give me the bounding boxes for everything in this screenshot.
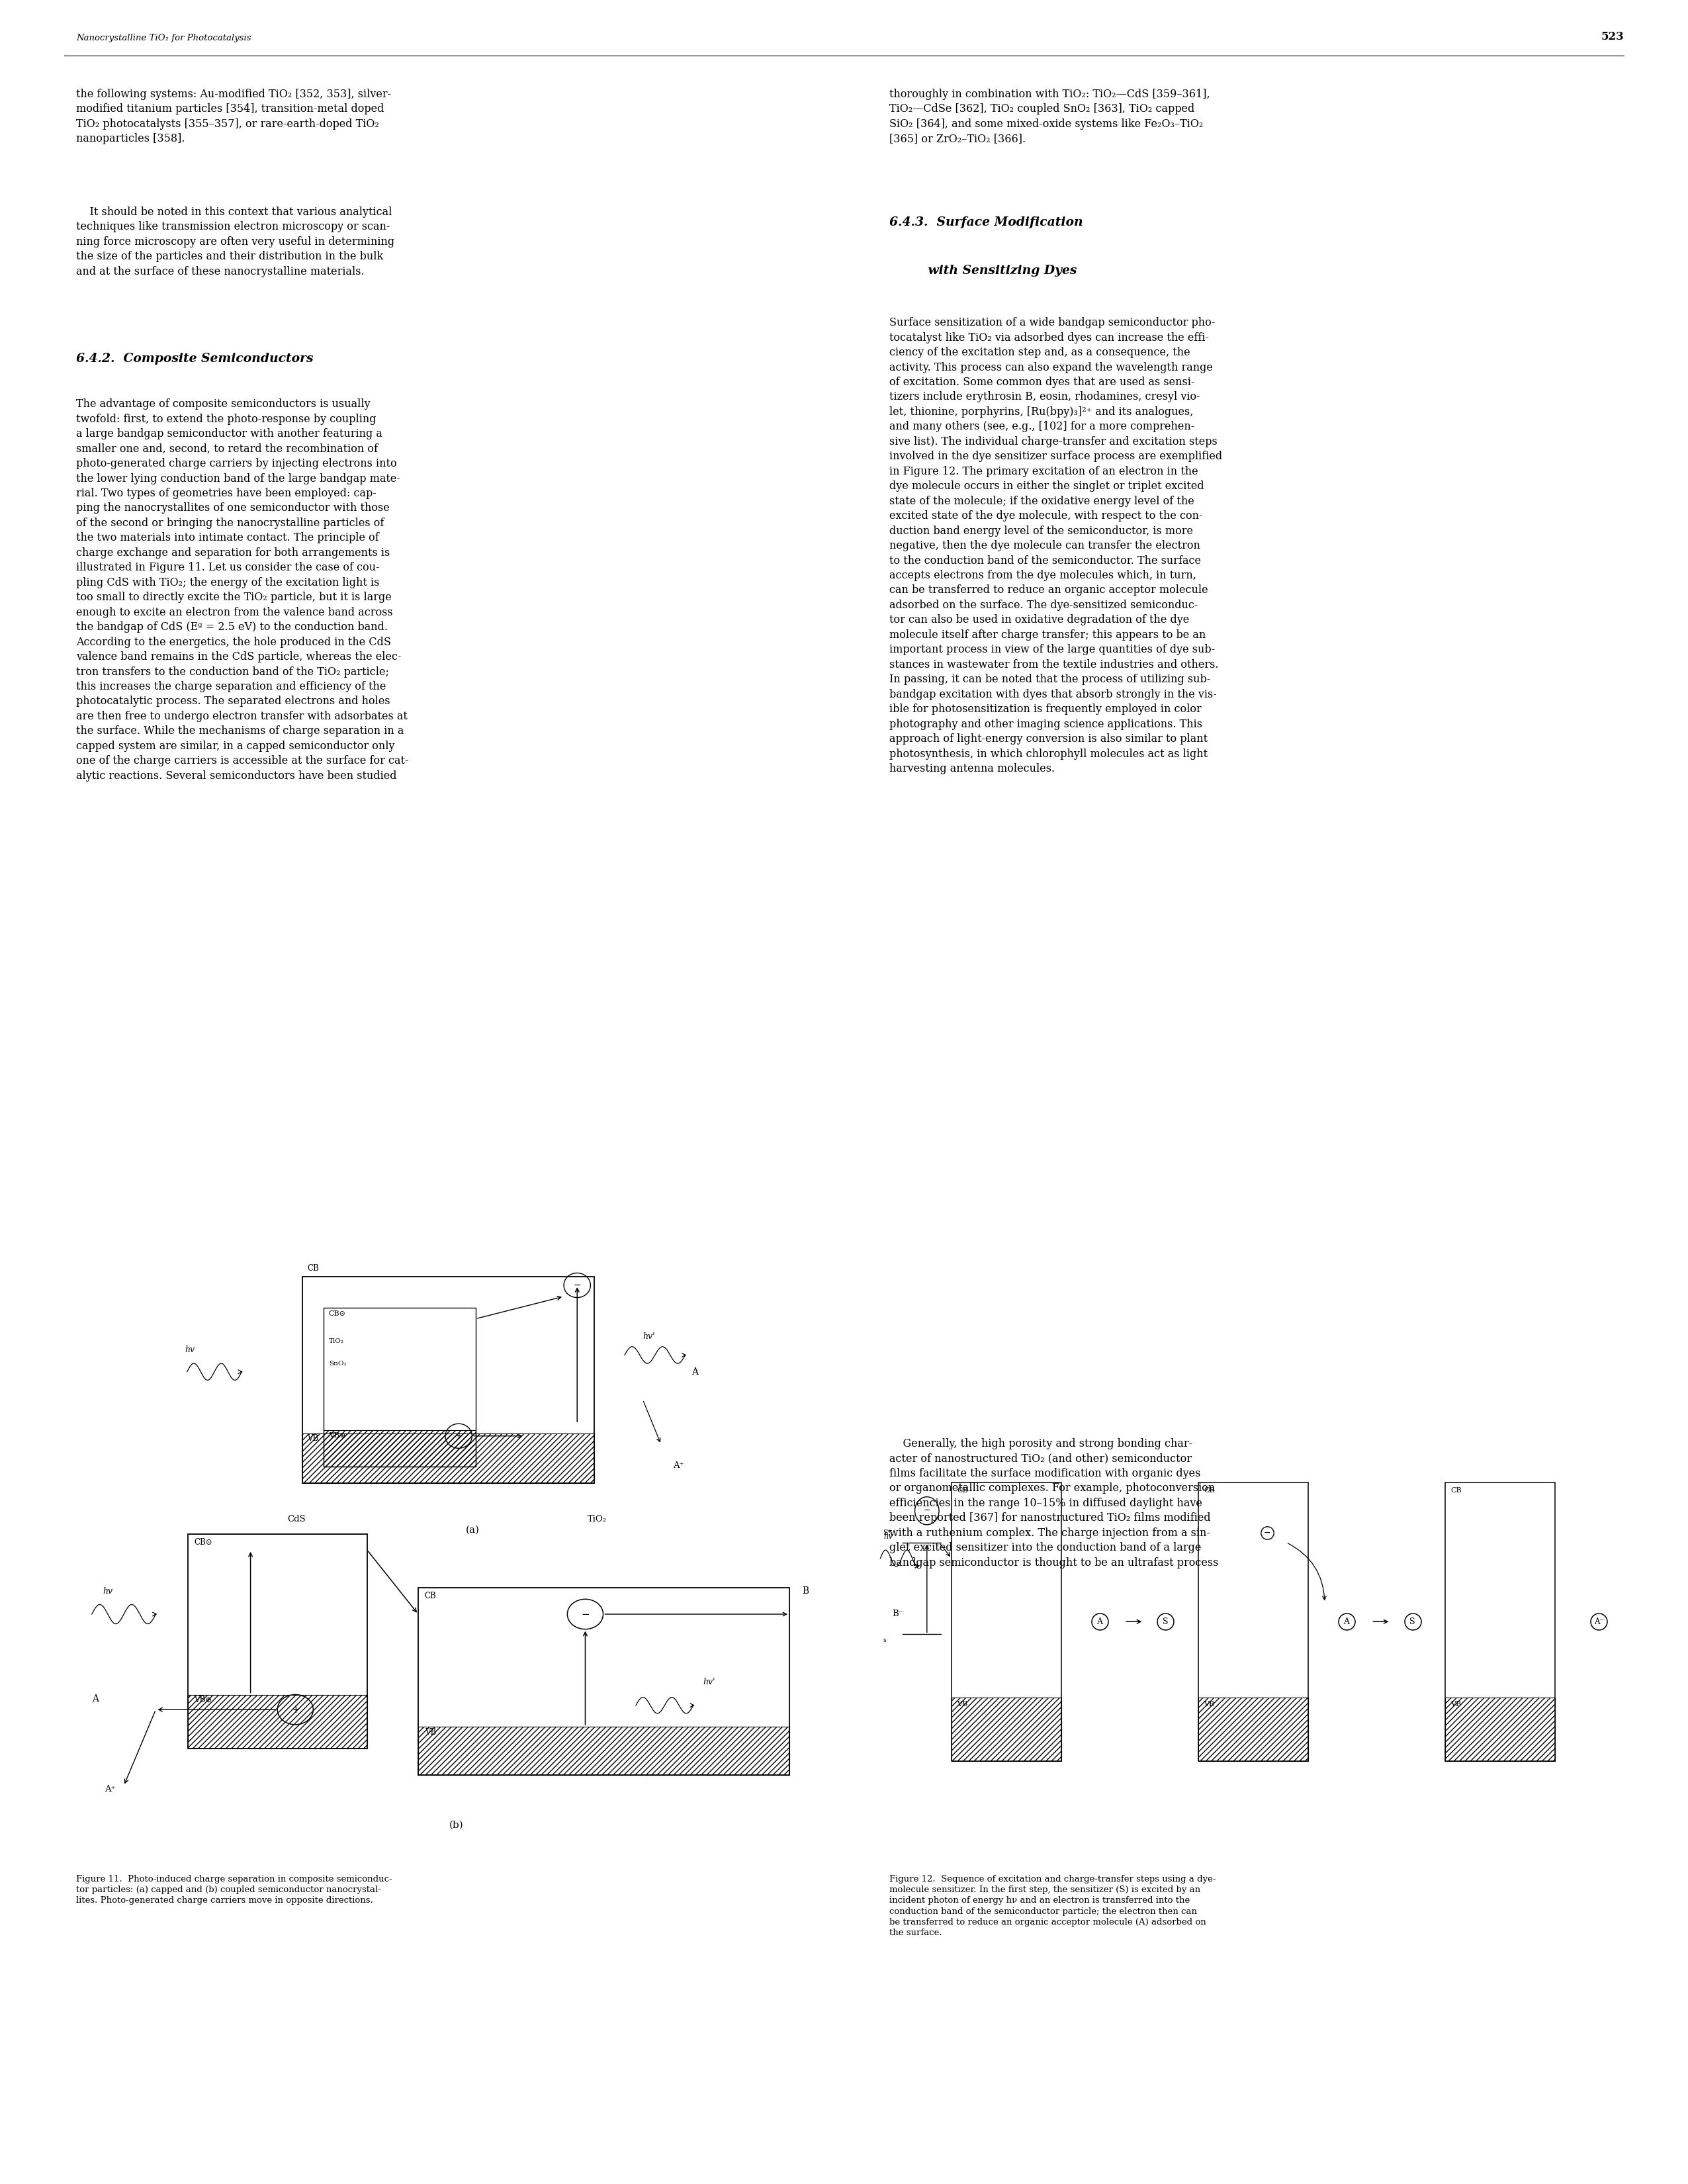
Text: Nanocrystalline TiO₂ for Photocatalysis: Nanocrystalline TiO₂ for Photocatalysis: [76, 35, 252, 41]
Text: hv: hv: [186, 1345, 196, 1354]
Bar: [302, 1433, 594, 1483]
Text: VB: VB: [1204, 1701, 1215, 1708]
Text: CB⊙: CB⊙: [194, 1538, 213, 1546]
Bar: [187, 1695, 366, 1747]
Text: hv': hv': [643, 1332, 655, 1341]
Text: 6.4.3.  Surface Modification: 6.4.3. Surface Modification: [890, 216, 1084, 229]
Text: VB: VB: [307, 1435, 319, 1444]
Text: CB: CB: [307, 1265, 319, 1273]
Text: Figure 11.  Photo-induced charge separation in composite semiconduc-
tor particl: Figure 11. Photo-induced charge separati…: [76, 1874, 392, 1904]
Text: A: A: [692, 1367, 699, 1376]
Text: hv: hv: [103, 1588, 113, 1594]
Text: It should be noted in this context that various analytical
techniques like trans: It should be noted in this context that …: [76, 207, 395, 277]
Text: −: −: [1264, 1529, 1271, 1538]
Text: S: S: [1163, 1618, 1168, 1625]
Bar: [187, 1533, 366, 1747]
Text: s: s: [883, 1638, 886, 1645]
Text: A⁻: A⁻: [1593, 1618, 1604, 1625]
Text: Surface sensitization of a wide bandgap semiconductor pho-
tocatalyst like TiO₂ : Surface sensitization of a wide bandgap …: [890, 317, 1222, 775]
Text: A: A: [1344, 1618, 1350, 1625]
Text: A: A: [1097, 1618, 1102, 1625]
Text: CB: CB: [957, 1487, 969, 1494]
Text: TiO₂: TiO₂: [329, 1339, 344, 1345]
Text: +: +: [290, 1706, 299, 1714]
Text: TiO₂: TiO₂: [587, 1516, 608, 1524]
Text: with Sensitizing Dyes: with Sensitizing Dyes: [890, 264, 1077, 277]
Text: −: −: [581, 1610, 589, 1618]
Text: VB: VB: [425, 1728, 436, 1736]
Text: A⁺: A⁺: [105, 1784, 115, 1793]
Text: VB⊕: VB⊕: [194, 1695, 213, 1704]
Text: +: +: [454, 1431, 463, 1441]
Text: (b): (b): [449, 1821, 464, 1830]
Bar: [1198, 1697, 1308, 1760]
Bar: [952, 1697, 1062, 1760]
Text: CB⊙: CB⊙: [329, 1310, 346, 1317]
Text: the following systems: Au-modified TiO₂ [352, 353], silver-
modified titanium pa: the following systems: Au-modified TiO₂ …: [76, 87, 392, 144]
Text: VB: VB: [1450, 1701, 1462, 1708]
Text: CB: CB: [1450, 1487, 1462, 1494]
Text: S*: S*: [883, 1529, 891, 1535]
Bar: [1198, 1483, 1308, 1760]
Bar: [302, 1278, 594, 1483]
Text: CdS: CdS: [287, 1516, 306, 1524]
Bar: [324, 1431, 476, 1468]
Text: −: −: [923, 1507, 930, 1516]
Text: hv: hv: [885, 1531, 893, 1540]
Text: hv': hv': [704, 1677, 716, 1686]
Text: VB⊕: VB⊕: [329, 1433, 346, 1439]
Text: SnO₂: SnO₂: [329, 1361, 346, 1367]
Text: B: B: [802, 1586, 809, 1594]
Text: CB: CB: [425, 1592, 436, 1601]
Bar: [419, 1588, 790, 1776]
Text: Figure 12.  Sequence of excitation and charge-transfer steps using a dye-
molecu: Figure 12. Sequence of excitation and ch…: [890, 1874, 1215, 1937]
Text: −: −: [574, 1280, 581, 1291]
Text: thoroughly in combination with TiO₂: TiO₂—CdS [359–361],
TiO₂—CdSe [362], TiO₂ c: thoroughly in combination with TiO₂: TiO…: [890, 87, 1210, 144]
Bar: [324, 1308, 476, 1468]
Text: A: A: [91, 1695, 98, 1704]
Text: CB: CB: [1204, 1487, 1215, 1494]
Text: S: S: [1409, 1618, 1415, 1625]
Text: B⁻: B⁻: [891, 1610, 903, 1618]
Text: (a): (a): [466, 1524, 479, 1535]
Bar: [1445, 1697, 1555, 1760]
Text: Generally, the high porosity and strong bonding char-
acter of nanostructured Ti: Generally, the high porosity and strong …: [890, 1437, 1219, 1568]
Text: The advantage of composite semiconductors is usually
twofold: first, to extend t: The advantage of composite semiconductor…: [76, 397, 408, 782]
Bar: [952, 1483, 1062, 1760]
Text: VB: VB: [957, 1701, 967, 1708]
Text: 6.4.2.  Composite Semiconductors: 6.4.2. Composite Semiconductors: [76, 352, 314, 365]
Text: A⁺: A⁺: [674, 1461, 684, 1470]
Text: 523: 523: [1600, 31, 1624, 41]
Bar: [419, 1728, 790, 1776]
Bar: [1445, 1483, 1555, 1760]
